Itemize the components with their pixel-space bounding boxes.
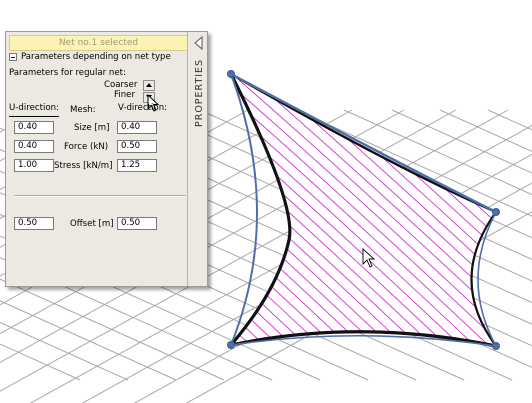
boundary-cables (229, 72, 498, 348)
corner-point[interactable] (227, 341, 235, 349)
v-force-field[interactable]: 0.50 (117, 140, 157, 153)
mesh-line (231, 74, 337, 346)
properties-panel-body: Net no.1 selected Parameters depending o… (6, 32, 188, 286)
grid-line (487, 109, 532, 131)
bottom-edge-cable (230, 334, 497, 347)
grid-line (0, 300, 177, 381)
mesh-line (231, 74, 463, 346)
left-boundary-cable (229, 72, 292, 347)
v-stress-field[interactable]: 1.25 (117, 159, 157, 172)
mesh-line (231, 74, 496, 346)
grid-line (391, 109, 532, 174)
section-title: Parameters depending on net type (21, 52, 171, 62)
mesh-line (231, 74, 496, 346)
u-size-field[interactable]: 0.40 (14, 121, 54, 134)
mouse-cursor-icon (362, 247, 376, 268)
mesh-line (231, 74, 365, 346)
corner-point[interactable] (492, 342, 500, 350)
coarser-label: Coarser (104, 80, 138, 90)
top-edge-cable (229, 72, 498, 214)
v-size-field[interactable]: 0.40 (117, 121, 157, 134)
mesh-line (231, 74, 496, 346)
grid-line (295, 109, 532, 217)
grid-line (0, 278, 225, 381)
minus-box-icon[interactable] (9, 53, 17, 61)
force-label: Force (kN) (64, 142, 109, 152)
corner-point[interactable] (227, 70, 235, 78)
selection-status: Net no.1 selected (9, 35, 188, 51)
coarser-button[interactable] (143, 80, 155, 91)
mesh-line (231, 74, 491, 346)
mesh-line (231, 74, 323, 346)
v-direction-label: V-direction: (118, 103, 168, 113)
properties-panel: Net no.1 selected Parameters depending o… (5, 31, 208, 287)
bottom-boundary-cable (229, 330, 498, 348)
properties-tab[interactable] (187, 32, 208, 286)
finer-label: Finer (114, 90, 135, 100)
u-direction-label: U-direction: (9, 103, 59, 113)
mesh-line (231, 74, 379, 346)
size-label: Size [m] (74, 123, 110, 133)
mesh-line (524, 60, 532, 360)
top-boundary-cable (229, 72, 498, 214)
u-stress-field[interactable]: 1.00 (14, 159, 54, 172)
offset-label: Offset [m] (70, 219, 114, 229)
mesh-line (231, 74, 309, 346)
right-edge-cable (477, 211, 497, 347)
corner-point[interactable] (492, 208, 500, 216)
mesh-line (231, 74, 351, 346)
membrane-surface[interactable] (231, 74, 496, 346)
mesh-line (495, 74, 496, 346)
u-force-field[interactable]: 0.40 (14, 140, 54, 153)
properties-tab-title: PROPERTIES (194, 58, 205, 127)
grid-line (0, 321, 129, 381)
separator (14, 195, 186, 197)
mesh-line (231, 74, 477, 346)
corner-points (227, 70, 500, 350)
up-arrow-icon (146, 83, 152, 87)
left-edge-cable (230, 73, 258, 346)
u-offset-field[interactable]: 0.50 (14, 217, 54, 230)
regular-net-label: Parameters for regular net: (9, 68, 126, 78)
grid-line (0, 109, 509, 392)
mouse-cursor-icon (147, 93, 160, 112)
collapse-triangle-icon[interactable] (193, 36, 205, 50)
stress-label: Stress [kN/m] (54, 161, 113, 171)
mesh-label: Mesh: (70, 105, 96, 115)
u-direction-underline (9, 116, 59, 117)
right-boundary-cable (470, 210, 498, 348)
grid-line (0, 257, 273, 381)
grid-line (343, 109, 532, 196)
mesh-line (231, 74, 393, 346)
v-offset-field[interactable]: 0.50 (117, 217, 157, 230)
mesh-line (510, 60, 532, 360)
